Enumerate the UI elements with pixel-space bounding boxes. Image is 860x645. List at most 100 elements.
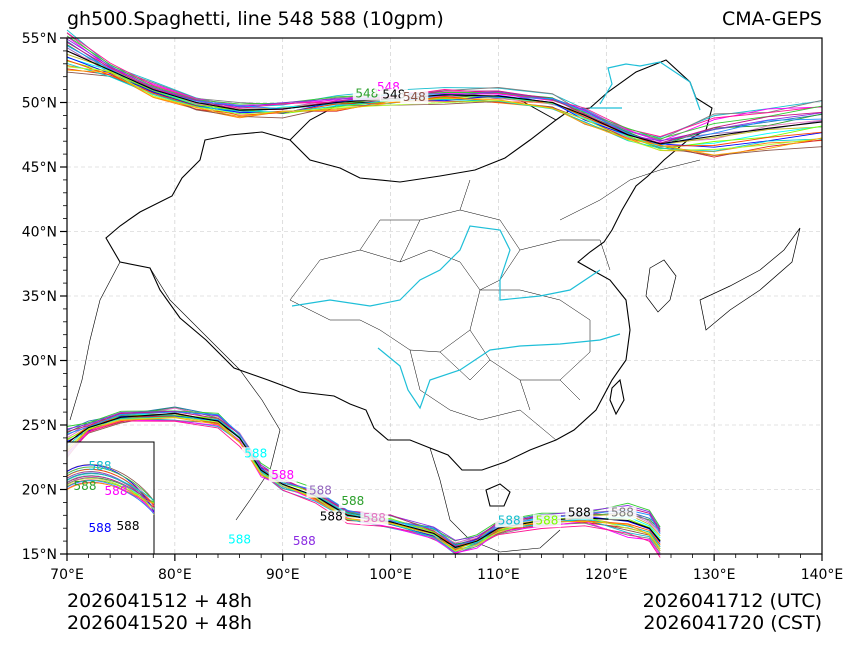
contour-548-control bbox=[66, 50, 823, 145]
contour-label: 588 bbox=[271, 468, 294, 482]
contour-548-member bbox=[66, 38, 823, 142]
contour-label: 588 bbox=[228, 533, 251, 547]
contour-548-member bbox=[66, 35, 823, 140]
province-line bbox=[409, 349, 557, 441]
contour-548-member bbox=[66, 63, 823, 152]
lon-tick-label: 130°E bbox=[693, 567, 736, 583]
contour-588-member bbox=[66, 413, 661, 549]
contour-588-member bbox=[66, 419, 661, 556]
lat-tick-label: 15°N bbox=[22, 547, 57, 563]
contour-548-member bbox=[66, 53, 823, 146]
country-borders bbox=[69, 59, 801, 553]
lat-tick-label: 35°N bbox=[22, 289, 57, 305]
contour-588-member bbox=[66, 412, 661, 550]
contour-548-member bbox=[66, 60, 823, 150]
inset-contour-member bbox=[66, 473, 155, 501]
contour-label-bg bbox=[241, 447, 270, 461]
lat-tick-label: 50°N bbox=[22, 96, 57, 112]
inset-contour-label: 588 bbox=[89, 521, 112, 535]
lon-tick-label: 80°E bbox=[158, 567, 192, 583]
contour-588-member bbox=[66, 417, 661, 552]
yellow-river bbox=[291, 225, 601, 307]
contour-label: 588 bbox=[320, 509, 343, 523]
contour-label-bg bbox=[225, 533, 254, 547]
inset-contour-member bbox=[66, 464, 155, 513]
contour-548-member bbox=[66, 32, 823, 138]
india-coast bbox=[69, 261, 281, 521]
contour-label: 588 bbox=[244, 446, 267, 460]
inset-contour-member bbox=[66, 475, 155, 506]
contour-588-member bbox=[66, 420, 661, 558]
korea-coast bbox=[645, 259, 677, 313]
province-line bbox=[289, 249, 481, 353]
contour-588-member bbox=[66, 412, 661, 551]
contour-label-bg bbox=[338, 494, 367, 508]
contour-588-member bbox=[66, 416, 661, 552]
contour-588-member bbox=[66, 412, 661, 550]
contour-label: 548 bbox=[355, 86, 378, 100]
lat-tick-label: 45°N bbox=[22, 160, 57, 176]
rivers bbox=[291, 61, 701, 410]
contour-label: 588 bbox=[498, 513, 521, 527]
contour-label: 588 bbox=[568, 506, 591, 520]
contour-label: 548 bbox=[403, 90, 426, 104]
inset-contour-member bbox=[66, 480, 155, 515]
contour-588-member bbox=[66, 417, 661, 555]
contour-label-bg bbox=[400, 91, 429, 105]
chart-title: gh500.Spaghetti, line 548 588 (10gpm) bbox=[67, 8, 444, 30]
contour-548-member bbox=[66, 32, 823, 141]
contour-label-bg bbox=[608, 506, 637, 520]
lon-tick-label: 70°E bbox=[50, 567, 84, 583]
contour-label: 548 bbox=[382, 88, 405, 102]
contour-588-member bbox=[66, 416, 661, 553]
japan-coast bbox=[699, 227, 801, 331]
lat-tick-label: 25°N bbox=[22, 418, 57, 434]
inset-contour-member bbox=[66, 469, 155, 507]
province-line bbox=[519, 239, 611, 271]
contour-label-bg bbox=[290, 534, 319, 548]
contour-label-bg bbox=[532, 514, 561, 528]
contour-588-member bbox=[66, 414, 661, 548]
taiwan-island bbox=[609, 378, 625, 416]
valid-time-utc: 2026041712 (UTC) bbox=[642, 590, 822, 612]
contour-548-member bbox=[66, 71, 823, 156]
contour-588-control bbox=[66, 412, 661, 549]
province-borders bbox=[289, 159, 701, 441]
contour-548-member bbox=[66, 66, 823, 151]
amur-river bbox=[590, 61, 701, 111]
contour-label-bg bbox=[352, 87, 381, 101]
lon-tick-label: 120°E bbox=[585, 567, 628, 583]
yangtze-river bbox=[377, 333, 621, 410]
inset-contour-member bbox=[66, 478, 155, 510]
ensemble-contours bbox=[66, 29, 823, 558]
contour-label-bg bbox=[306, 484, 335, 498]
contour-588-member bbox=[66, 418, 661, 555]
contour-label-bg bbox=[317, 510, 346, 524]
contour-label: 588 bbox=[293, 534, 316, 548]
contour-548-member bbox=[66, 36, 823, 143]
lon-tick-label: 100°E bbox=[369, 567, 412, 583]
inset-contour-member bbox=[66, 482, 155, 504]
lat-tick-label: 55°N bbox=[22, 31, 57, 47]
contour-label: 588 bbox=[536, 513, 559, 527]
footer-init: 2026041512 + 48h 2026041520 + 48h bbox=[67, 590, 252, 634]
contour-548-member bbox=[66, 59, 823, 147]
contour-588-member bbox=[66, 412, 661, 550]
inset-contour-label: 588 bbox=[89, 459, 112, 473]
contour-label: 588 bbox=[341, 494, 364, 508]
lon-tick-label: 140°E bbox=[801, 567, 844, 583]
lat-tick-label: 40°N bbox=[22, 225, 57, 241]
lon-tick-label: 90°E bbox=[266, 567, 300, 583]
contour-label: 588 bbox=[363, 511, 386, 525]
lat-tick-label: 30°N bbox=[22, 354, 57, 370]
inset-contour-label: 588 bbox=[117, 519, 140, 533]
inset-contour-label: 588 bbox=[74, 479, 97, 493]
contour-label: 588 bbox=[611, 506, 634, 520]
inset-contour-member bbox=[66, 466, 155, 502]
inset-contours: 588 588 588 588 588 bbox=[66, 459, 155, 535]
init-time-utc: 2026041512 + 48h bbox=[67, 590, 253, 612]
init-time-cst: 2026041520 + 48h bbox=[67, 612, 253, 634]
province-line bbox=[359, 179, 471, 251]
